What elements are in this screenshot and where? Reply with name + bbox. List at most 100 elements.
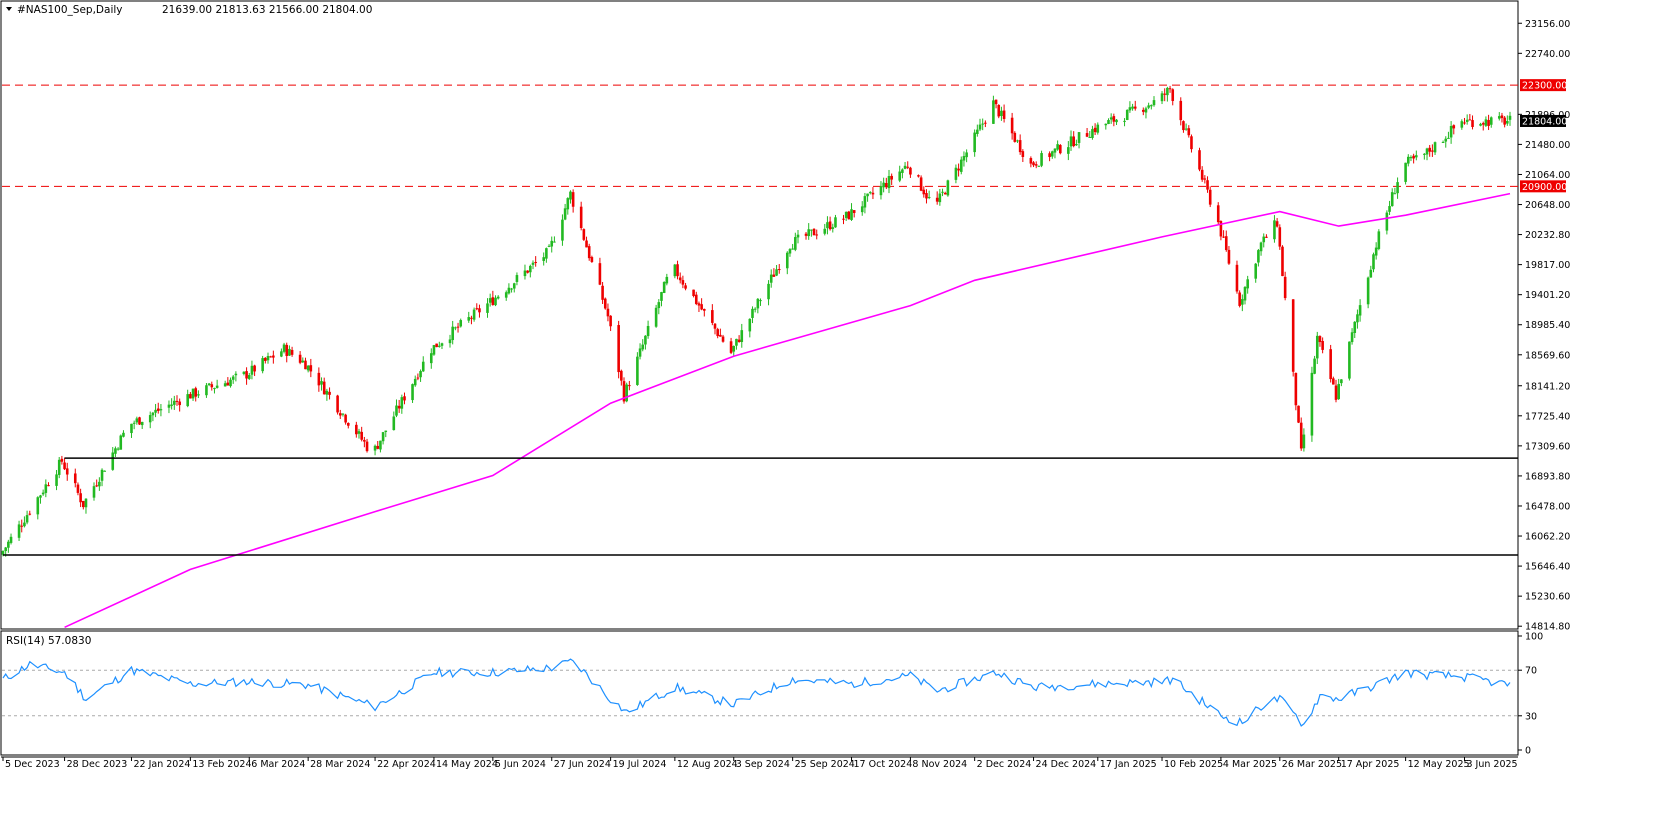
candle-body [154, 409, 157, 413]
candle-body [828, 221, 832, 230]
candle-body [935, 197, 939, 202]
candle-body [810, 229, 813, 231]
candle-body [325, 390, 329, 395]
candle-body [1254, 263, 1258, 279]
candle-body [242, 371, 246, 374]
candle-body [1069, 136, 1073, 147]
candle-body [1227, 249, 1231, 264]
candle-body [130, 423, 133, 434]
candle-body [882, 182, 885, 188]
candle-body [994, 99, 998, 105]
date-tick-label: 19 Jul 2024 [613, 759, 667, 770]
candle-body [1294, 372, 1298, 406]
candle-body [1313, 358, 1316, 374]
candle-body [413, 378, 417, 386]
candle-body [636, 356, 639, 385]
candle-body [1190, 136, 1193, 150]
candle-body [23, 522, 26, 527]
candle-body [403, 396, 406, 401]
date-tick-label: 13 Feb 2024 [192, 759, 251, 770]
candle-body [438, 345, 441, 347]
candle-body [579, 206, 583, 229]
candle-body [416, 377, 420, 379]
candle-body [561, 219, 564, 241]
date-tick-label: 28 Mar 2024 [310, 759, 370, 770]
dropdown-triangle-icon[interactable] [6, 7, 12, 11]
candle-body [459, 320, 463, 327]
candle-body [264, 357, 267, 361]
candle-body [997, 104, 1001, 117]
candle-body [732, 346, 736, 352]
candle-body [719, 334, 722, 337]
price-tick-label: 14814.80 [1525, 622, 1570, 633]
candle-body [114, 448, 117, 454]
candle-body [563, 208, 567, 220]
candle-body [1128, 107, 1132, 111]
date-tick-label: 5 Dec 2023 [5, 759, 60, 770]
candle-body [927, 196, 931, 198]
candle-body [92, 486, 96, 498]
candle-body [1425, 148, 1429, 155]
candle-body [507, 287, 511, 294]
candle-body [245, 371, 248, 379]
candle-body [344, 414, 347, 423]
candle-body [992, 100, 995, 124]
candle-body [1468, 119, 1472, 121]
candle-body [1500, 115, 1504, 119]
last-price-label: 21804.00 [1522, 116, 1567, 127]
candle-body [1147, 105, 1150, 108]
candle-body [432, 345, 436, 355]
moving-average-line [64, 192, 1511, 629]
candle-body [384, 430, 388, 432]
candle-body [1377, 231, 1381, 249]
date-tick-label: 24 Dec 2024 [1036, 759, 1097, 770]
candle-body [1404, 162, 1407, 182]
candle-body [467, 317, 471, 321]
candle-body [860, 206, 864, 213]
candle-body [788, 249, 792, 254]
candle-body [253, 365, 256, 372]
candle-body [397, 405, 401, 409]
candle-body [620, 370, 623, 381]
candle-body [1235, 264, 1239, 292]
candle-body [234, 373, 238, 376]
candle-body [1171, 89, 1175, 101]
price-tick-label: 21064.00 [1525, 170, 1570, 181]
candle-body [697, 303, 701, 306]
candle-body [716, 329, 719, 337]
candle-body [1302, 434, 1306, 449]
candle-body [729, 341, 733, 353]
candle-body [1423, 153, 1426, 155]
level-price-label: 20900.00 [1522, 182, 1567, 193]
rsi-line [2, 658, 1511, 727]
candle-body [1010, 117, 1014, 134]
price-tick-label: 21480.00 [1525, 140, 1570, 151]
candle-body [943, 192, 947, 195]
candle-body [360, 431, 363, 440]
candle-body [191, 388, 195, 399]
candle-body [850, 209, 853, 220]
candle-body [400, 397, 404, 409]
candle-body [1318, 336, 1322, 343]
candle-body [1471, 120, 1474, 127]
candle-body [478, 308, 481, 313]
candle-body [119, 435, 123, 450]
candle-body [1182, 121, 1185, 131]
candle-body [756, 298, 760, 309]
candle-body [73, 473, 77, 484]
candle-body [901, 169, 904, 173]
candle-body [510, 288, 513, 290]
candle-body [1088, 136, 1092, 138]
candle-body [9, 536, 13, 543]
candle-body [341, 413, 345, 415]
date-tick-label: 25 Sep 2024 [795, 759, 855, 770]
price-tick-label: 19817.00 [1525, 260, 1570, 271]
candle-body [215, 385, 219, 388]
candle-body [186, 394, 189, 407]
candle-body [512, 283, 516, 289]
candle-body [175, 400, 179, 402]
rsi-tick-label: 0 [1525, 746, 1531, 757]
candle-body [1447, 137, 1450, 139]
